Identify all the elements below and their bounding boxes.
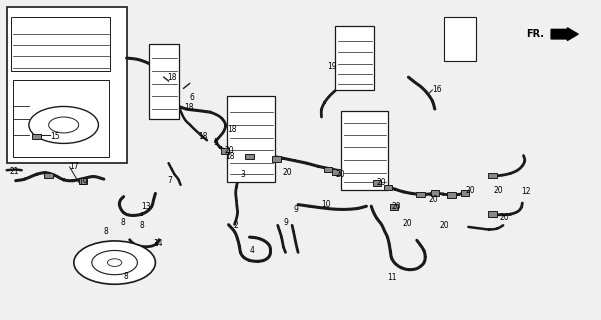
Text: 8: 8 (140, 221, 145, 230)
Text: 8: 8 (124, 272, 129, 281)
Text: 20: 20 (335, 170, 345, 179)
Circle shape (49, 117, 79, 133)
Circle shape (108, 259, 122, 267)
Bar (13, 80, 109, 157)
Bar (245, 154, 254, 159)
Bar (7, 7, 127, 163)
Text: 20: 20 (403, 219, 412, 228)
Bar (221, 148, 229, 154)
Text: 17: 17 (70, 162, 79, 171)
Text: 20: 20 (429, 195, 438, 204)
Text: 11: 11 (388, 273, 397, 282)
FancyArrow shape (551, 28, 578, 41)
Bar (324, 167, 332, 172)
Text: 21: 21 (9, 167, 19, 176)
Text: 7: 7 (168, 176, 172, 185)
Bar (416, 192, 425, 197)
Bar (390, 204, 398, 210)
Text: 10: 10 (322, 200, 331, 209)
Text: 3: 3 (240, 170, 245, 179)
Text: 5: 5 (213, 138, 218, 147)
Circle shape (92, 251, 138, 275)
Bar (79, 178, 87, 184)
Text: 16: 16 (432, 85, 442, 94)
Text: 14: 14 (153, 239, 163, 248)
Bar (444, 17, 475, 61)
Text: 12: 12 (521, 188, 531, 196)
Text: FR.: FR. (526, 29, 544, 39)
Bar (150, 44, 179, 119)
Text: 19: 19 (328, 61, 337, 70)
Bar (332, 169, 341, 175)
Text: 8: 8 (121, 218, 126, 227)
Bar (227, 96, 275, 182)
Bar (384, 185, 392, 190)
Bar (488, 211, 496, 217)
Text: 18: 18 (227, 125, 237, 134)
Text: 8: 8 (104, 227, 109, 236)
Bar (460, 190, 469, 196)
Text: 18: 18 (225, 152, 235, 161)
Text: 20: 20 (392, 202, 401, 211)
Text: 20: 20 (224, 146, 234, 155)
Text: 19: 19 (79, 178, 88, 187)
Circle shape (74, 241, 156, 284)
Text: 20: 20 (439, 221, 449, 230)
Bar (272, 156, 281, 162)
Text: 13: 13 (142, 202, 151, 211)
Text: 2: 2 (233, 221, 238, 230)
Text: 20: 20 (493, 186, 503, 195)
Bar (335, 26, 374, 90)
Bar (32, 133, 41, 139)
Text: 6: 6 (189, 93, 195, 102)
Circle shape (29, 107, 99, 143)
Text: 18: 18 (198, 132, 207, 140)
Text: 20: 20 (282, 168, 292, 177)
Text: 18: 18 (168, 73, 177, 82)
Bar (341, 111, 388, 190)
Text: 18: 18 (184, 103, 194, 112)
Text: 9: 9 (283, 218, 288, 227)
Text: 20: 20 (377, 178, 386, 187)
Text: 15: 15 (50, 132, 59, 140)
Text: 20: 20 (499, 213, 509, 222)
Text: 4: 4 (249, 246, 254, 255)
Text: 20: 20 (465, 186, 475, 195)
Text: 9: 9 (293, 205, 298, 214)
Bar (447, 192, 456, 198)
Bar (11, 17, 111, 71)
Bar (44, 173, 53, 179)
Bar (488, 173, 496, 179)
Bar (373, 180, 382, 186)
Bar (430, 190, 439, 196)
